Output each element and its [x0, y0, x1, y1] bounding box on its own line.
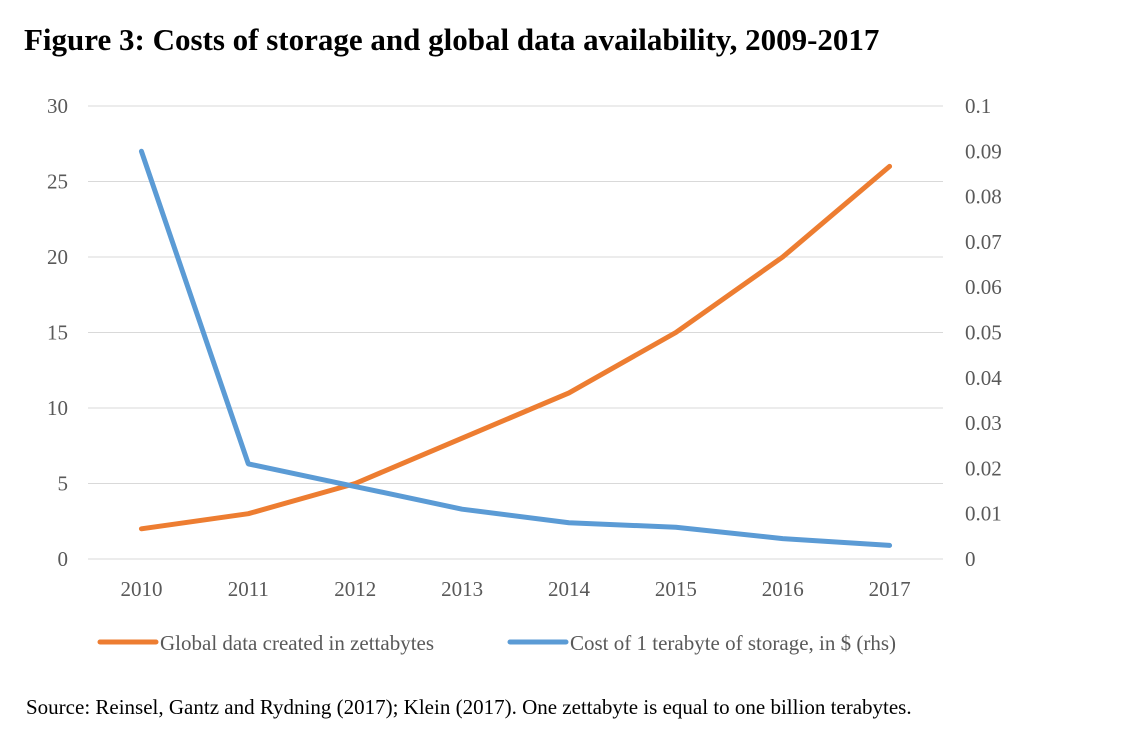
right-tick-label: 0.1 [965, 94, 991, 118]
x-tick-label: 2016 [762, 577, 804, 601]
left-tick-label: 10 [47, 396, 68, 420]
right-tick-label: 0.01 [965, 502, 1002, 526]
figure-title: Figure 3: Costs of storage and global da… [24, 22, 880, 57]
right-tick-label: 0.07 [965, 230, 1002, 254]
right-tick-label: 0 [965, 547, 976, 571]
right-axis-ticks: 0 0.01 0.02 0.03 0.04 0.05 0.06 0.07 0.08 0.09 0.1 [965, 94, 1002, 571]
left-tick-label: 25 [47, 170, 68, 194]
x-tick-label: 2017 [869, 577, 911, 601]
series-line-global-data [138, 163, 893, 532]
legend-label: Global data created in zettabytes [160, 631, 434, 655]
source-note: Source: Reinsel, Gantz and Rydning (2017… [26, 695, 912, 719]
series-line-storage-cost [138, 148, 893, 548]
gridlines [88, 105, 943, 560]
right-tick-label: 0.04 [965, 366, 1002, 390]
left-tick-label: 15 [47, 321, 68, 345]
x-tick-label: 2011 [228, 577, 269, 601]
left-axis-ticks: 0 5 10 15 20 25 30 [47, 94, 68, 571]
left-tick-label: 30 [47, 94, 68, 118]
x-tick-label: 2015 [655, 577, 697, 601]
right-tick-label: 0.08 [965, 185, 1002, 209]
right-tick-label: 0.09 [965, 139, 1002, 163]
legend-label: Cost of 1 terabyte of storage, in $ (rhs… [570, 631, 896, 655]
left-tick-label: 5 [58, 472, 69, 496]
right-tick-label: 0.03 [965, 411, 1002, 435]
right-tick-label: 0.06 [965, 275, 1002, 299]
legend: Global data created in zettabytes Cost of… [97, 631, 896, 655]
right-tick-label: 0.02 [965, 456, 1002, 480]
x-tick-label: 2012 [334, 577, 376, 601]
x-tick-label: 2014 [548, 577, 591, 601]
series-lines [138, 148, 893, 548]
x-axis-ticks: 2010 2011 2012 2013 2014 2015 2016 2017 [120, 577, 910, 601]
x-tick-label: 2013 [441, 577, 483, 601]
left-tick-label: 20 [47, 245, 68, 269]
x-tick-label: 2010 [120, 577, 162, 601]
left-tick-label: 0 [58, 547, 69, 571]
right-tick-label: 0.05 [965, 321, 1002, 345]
line-chart: 0 5 10 15 20 25 30 0 0.01 0.02 0.03 0.04 0.05 0.06 0.… [47, 94, 1002, 655]
